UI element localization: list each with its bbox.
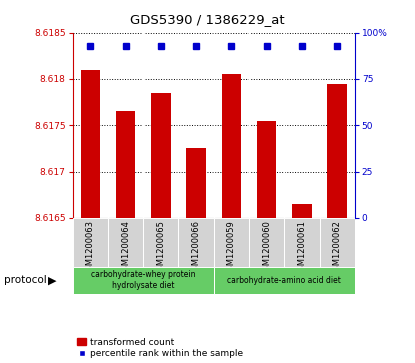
Bar <box>73 218 108 267</box>
Text: GSM1200059: GSM1200059 <box>227 220 236 276</box>
Text: GSM1200066: GSM1200066 <box>192 220 200 276</box>
Bar <box>257 121 276 218</box>
Bar <box>81 70 100 218</box>
Bar <box>116 111 135 218</box>
Text: GSM1200063: GSM1200063 <box>86 220 95 276</box>
Bar <box>178 218 214 267</box>
Text: carbohydrate-amino acid diet: carbohydrate-amino acid diet <box>227 276 341 285</box>
Text: GSM1200061: GSM1200061 <box>298 220 306 276</box>
Bar <box>151 93 171 218</box>
Bar <box>327 83 347 218</box>
Bar <box>222 74 241 218</box>
Bar <box>143 218 178 267</box>
Text: protocol: protocol <box>4 276 47 285</box>
Bar <box>320 218 355 267</box>
Bar <box>214 218 249 267</box>
Bar <box>73 267 214 294</box>
Text: GDS5390 / 1386229_at: GDS5390 / 1386229_at <box>130 13 285 26</box>
Bar <box>249 218 284 267</box>
Text: GSM1200060: GSM1200060 <box>262 220 271 276</box>
Text: ▶: ▶ <box>48 276 56 285</box>
Text: GSM1200065: GSM1200065 <box>156 220 165 276</box>
Legend: transformed count, percentile rank within the sample: transformed count, percentile rank withi… <box>77 338 243 359</box>
Bar <box>284 218 320 267</box>
Bar <box>108 218 143 267</box>
Text: GSM1200064: GSM1200064 <box>121 220 130 276</box>
Text: carbohydrate-whey protein
hydrolysate diet: carbohydrate-whey protein hydrolysate di… <box>91 270 195 290</box>
Text: GSM1200062: GSM1200062 <box>333 220 342 276</box>
Bar <box>214 267 355 294</box>
Bar <box>186 148 206 218</box>
Bar <box>292 204 312 218</box>
